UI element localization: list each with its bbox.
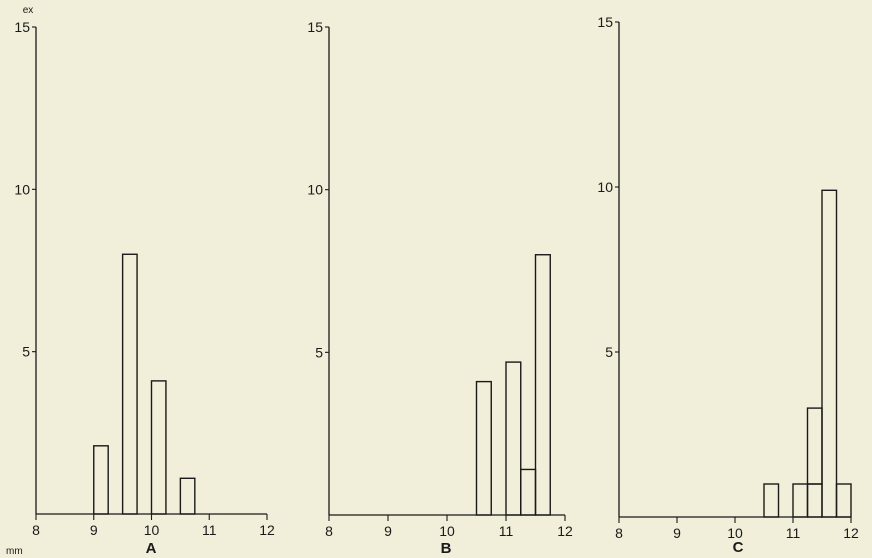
histogram-bar <box>179 477 196 515</box>
x-tick-label: 9 <box>384 523 392 539</box>
x-unit-label: mm <box>6 546 23 557</box>
y-tick-label: 5 <box>315 344 323 360</box>
histogram-bar <box>763 483 780 518</box>
x-tick-label: 9 <box>90 522 98 538</box>
x-tick-label: 8 <box>32 522 40 538</box>
y-tick-label: 10 <box>14 181 30 197</box>
histogram-bar <box>505 361 522 516</box>
histogram-bar <box>792 483 809 518</box>
x-tick-label: 11 <box>786 525 801 541</box>
histogram-bar <box>534 254 551 516</box>
y-tick-label: 15 <box>597 14 613 30</box>
y-tick-label: 5 <box>605 344 613 360</box>
histogram-bar <box>150 380 167 515</box>
histogram-bar <box>806 483 823 518</box>
y-tick-label: 15 <box>307 19 323 35</box>
x-tick-label: 11 <box>499 523 514 539</box>
panel-a: ex mm A 8 9 10 11 12 5 10 15 <box>6 5 275 557</box>
x-tick-label: 8 <box>325 523 333 539</box>
panel-label: C <box>733 539 744 556</box>
panel-b: B 8 9 10 11 12 5 10 15 <box>307 19 573 557</box>
histogram-bar <box>806 407 823 485</box>
histogram-bar <box>475 380 492 516</box>
x-tick-label: 8 <box>615 525 623 541</box>
panel-label: A <box>146 540 157 557</box>
histogram-bar <box>520 468 537 516</box>
panel-c: C 8 9 10 11 12 5 10 15 <box>597 14 859 556</box>
x-tick-label: 10 <box>144 522 160 538</box>
x-tick-label: 12 <box>259 522 275 538</box>
y-tick-label: 15 <box>14 19 30 35</box>
histogram-bar <box>93 445 109 515</box>
x-tick-label: 11 <box>202 522 217 538</box>
y-tick-label: 10 <box>307 182 323 198</box>
y-unit-label: ex <box>23 5 34 16</box>
y-tick-label: 10 <box>597 179 613 195</box>
x-tick-label: 12 <box>557 523 573 539</box>
x-tick-label: 10 <box>439 523 455 539</box>
histogram-bar <box>121 253 138 515</box>
x-tick-label: 10 <box>727 525 743 541</box>
histogram-bar <box>835 483 852 518</box>
panel-label: B <box>441 540 452 557</box>
x-tick-label: 9 <box>673 525 681 541</box>
histogram-bar <box>821 189 838 518</box>
y-tick-label: 5 <box>22 344 30 360</box>
x-tick-label: 12 <box>843 525 859 541</box>
